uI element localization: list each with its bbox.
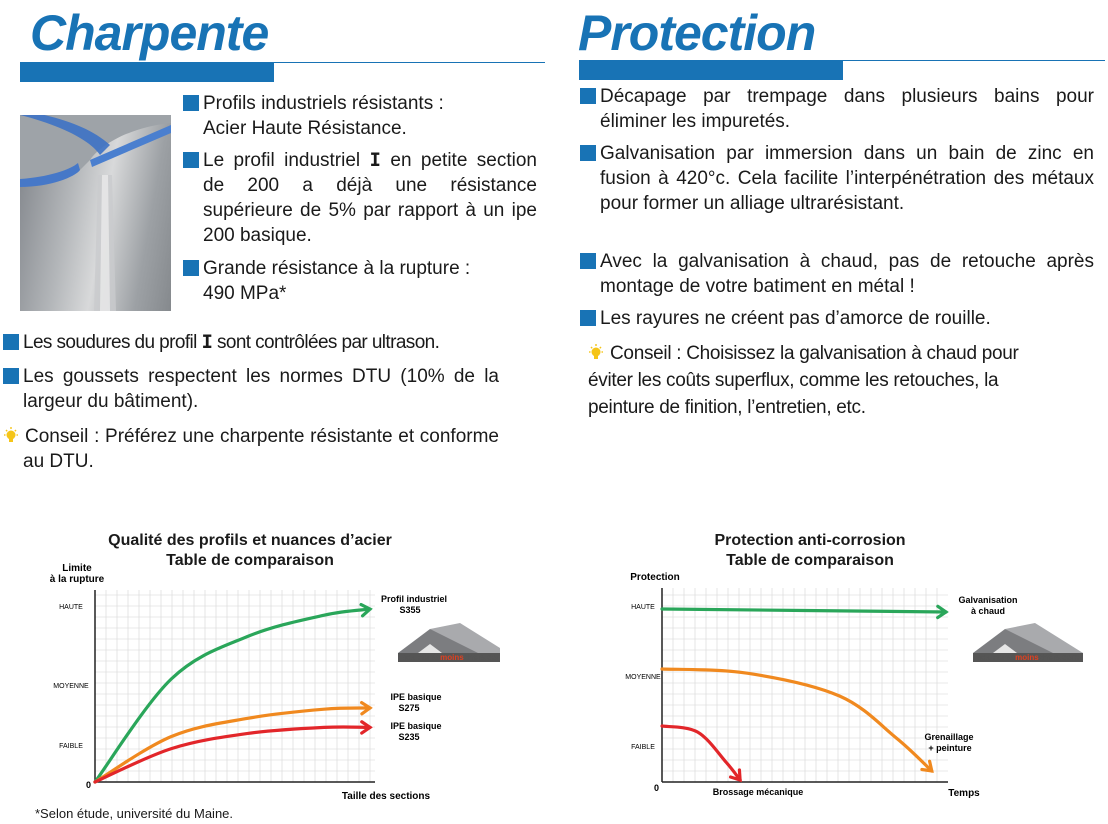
steel-beam-photo [20,115,171,311]
protection-title-bar [579,60,843,80]
chart1-line-2 [93,725,372,784]
charpente-bullet-3: Grande résistance à la rupture : 490 MPa… [183,256,517,306]
chart2-ytick-haute: HAUTE [631,604,655,611]
chart2-grid [662,588,948,782]
bullet-square-icon [580,310,596,326]
charpente-bullet-2: Le profil industriel I en petite section… [183,148,537,248]
chart1-ylabel-1: Limite [62,563,92,574]
chart1-grid [95,590,375,782]
footnote: *Selon étude, université du Maine. [35,806,234,821]
chart1-ytick-haute: HAUTE [59,604,83,611]
chart2-label-gren-2: + peinture [928,743,971,753]
protection-bullet-2: Galvanisation par immersion dans un bain… [580,141,1094,216]
chart1-xlabel: Taille des sections [342,791,431,802]
lightbulb-icon [4,427,18,442]
chart1-line-0 [93,607,372,784]
chart1-ytick-faible: FAIBLE [59,743,83,750]
chart1-ytick-moyenne: MOYENNE [53,683,89,690]
chart2-label-galva-2: à chaud [971,606,1005,616]
chart2-arrow-0 [936,604,949,620]
chart1-line-1 [93,706,372,784]
chart2-title: Protection anti-corrosion Table de compa… [714,532,906,569]
chart2-ylabel: Protection [630,572,679,583]
chart2-ytick-faible: FAIBLE [631,744,655,751]
bullet-square-icon [580,145,596,161]
chart1-label-s355-grade: S355 [399,605,420,615]
chart2-label-galva-1: Galvanisation [958,595,1017,605]
chart2-svg: Protection HAUTE MOYENNE FAIBLE 0 Temps … [625,572,1083,799]
charpente-title-line [274,62,545,63]
chart2-origin: 0 [654,783,659,793]
chart2-line-0 [660,607,948,614]
chart1-label-s235-grade: S235 [398,732,419,742]
bullet-square-icon [183,152,199,168]
chart1-arrow-0 [359,602,373,618]
chart2-xlabel: Temps [948,788,980,799]
bullet-square-icon [3,334,19,350]
chart1-title: Qualité des profils et nuances d’acier T… [108,532,392,569]
chart1-svg: Limite à la rupture HAUTE MOYENNE FAIBLE… [50,563,500,802]
bullet-square-icon [183,95,199,111]
protection-title: Protection [578,5,816,61]
chart1-label-s275-grade: S275 [398,703,419,713]
chart1-label-s355-name: Profil industriel [381,594,447,604]
charpente-bullet-4: Les soudures du profil I sont contrôlées… [3,330,503,355]
chart1-ylabel-2: à la rupture [50,574,105,585]
chart2-label-brossage: Brossage mécanique [713,787,804,797]
chart1-label-s235-name: IPE basique [390,721,441,731]
chart2-label-gren-1: Grenaillage [924,732,973,742]
bullet-square-icon [580,253,596,269]
protection-bullet-4: Les rayures ne créent pas d’amorce de ro… [580,306,1074,331]
chart1-origin: 0 [86,780,91,790]
charpente-conseil: Conseil : Préférez une charpente résista… [3,424,499,474]
charpente-bullet-5: Les goussets respectent les normes DTU (… [3,364,499,414]
protection-title-line [843,60,1105,61]
chart2-line-1 [660,667,934,773]
chart1-arrow-1 [360,700,373,716]
bullet-square-icon [580,88,596,104]
chart2-arrow-2 [728,768,742,783]
charpente-title: Charpente [30,5,269,61]
charpente-title-bar [20,62,274,82]
chart2-arrow-1 [920,759,934,773]
bullet-square-icon [183,260,199,276]
charpente-bullet-1: Profils industriels résistants : Acier H… [183,91,517,141]
protection-conseil: Conseil : Choisissez la galvanisation à … [588,343,1019,418]
chart1-arrow-2 [360,720,373,735]
chart1-label-s275-name: IPE basique [390,692,441,702]
chart2-line-2 [660,724,742,782]
logo-text: batimentsmoinschers.com [402,653,500,662]
logo-roof-icon [973,623,1083,662]
protection-bullet-1: Décapage par trempage dans plusieurs bai… [580,84,1094,134]
chart1-series [93,602,373,784]
chart2-series [660,604,949,783]
protection-bullet-3: Avec la galvanisation à chaud, pas de re… [580,249,1094,299]
chart2-ytick-moyenne: MOYENNE [625,674,661,681]
logo-text: batimentsmoinschers.com [977,653,1078,662]
bullet-square-icon [3,368,19,384]
logo-roof-icon [398,623,500,662]
lightbulb-icon [589,344,603,359]
